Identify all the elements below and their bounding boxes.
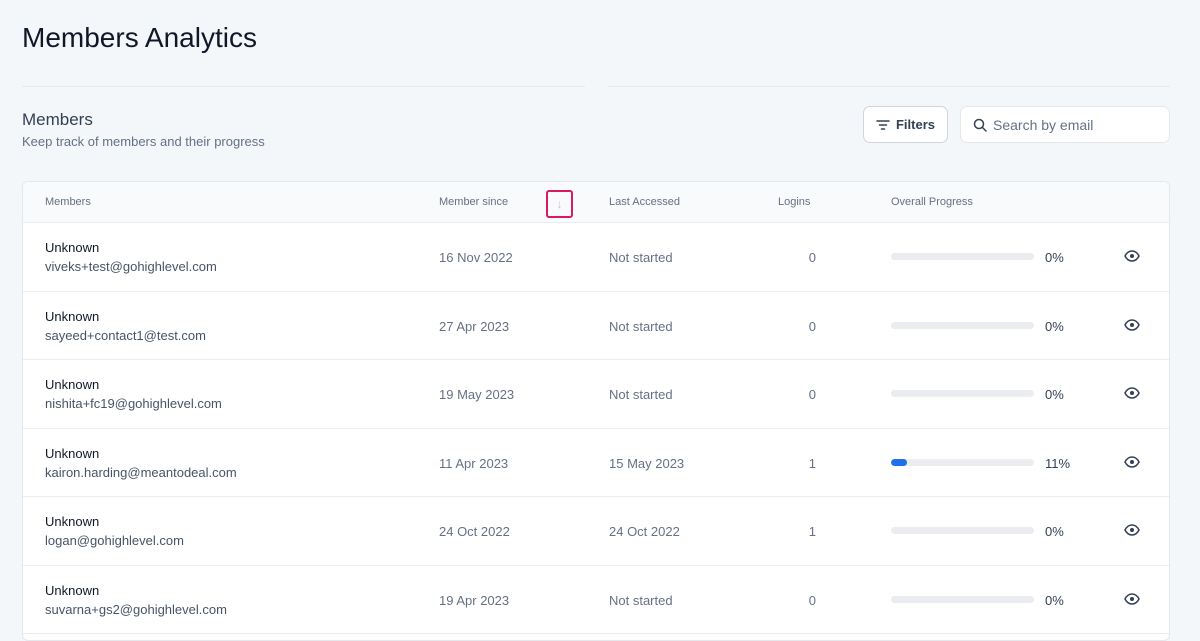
search-icon (973, 118, 987, 132)
column-header-progress: Overall Progress (891, 196, 973, 208)
filters-button[interactable]: Filters (863, 106, 948, 143)
progress-percent: 0% (1045, 592, 1064, 608)
table-header: Members Member since ↓ Last Accessed Log… (23, 182, 1169, 223)
member-email: viveks+test@gohighlevel.com (45, 259, 217, 274)
members-table: Members Member since ↓ Last Accessed Log… (22, 181, 1170, 641)
member-email: suvarna+gs2@gohighlevel.com (45, 601, 227, 617)
last-accessed: Not started (609, 592, 673, 608)
view-button[interactable] (1124, 455, 1140, 471)
member-email: kairon.harding@meantodeal.com (45, 464, 237, 480)
last-accessed: 15 May 2023 (609, 455, 685, 471)
progress-percent: 0% (1045, 318, 1064, 334)
column-header-logins: Logins (778, 196, 811, 208)
progress-bar (891, 321, 1034, 329)
progress-bar (891, 253, 1034, 260)
member-since: 24 Oct 2022 (439, 524, 510, 539)
eye-icon (1124, 318, 1140, 331)
filter-icon (876, 119, 890, 130)
progress-percent: 0% (1045, 250, 1064, 265)
column-header-last-accessed: Last Accessed (609, 196, 680, 208)
eye-icon (1124, 387, 1140, 399)
member-name: Unknown (45, 377, 100, 392)
progress-bar (891, 390, 1034, 397)
logins: 0 (808, 592, 816, 608)
table-row[interactable]: Unknown kairon.harding@meantodeal.com 11… (23, 429, 1169, 497)
logins: 0 (808, 387, 816, 402)
table-row[interactable]: Unknown viveks+test@gohighlevel.com 16 N… (23, 223, 1169, 292)
eye-icon (1124, 524, 1140, 536)
divider (608, 86, 1170, 87)
member-email: logan@gohighlevel.com (45, 533, 184, 548)
progress-percent: 0% (1045, 387, 1064, 402)
last-accessed: Not started (609, 250, 673, 265)
page-title: Members Analytics (22, 22, 257, 53)
column-header-members: Members (45, 196, 91, 208)
column-header-member-since[interactable]: Member since (439, 196, 509, 208)
eye-icon (1124, 250, 1140, 262)
member-name: Unknown (45, 514, 100, 529)
section-title: Members (22, 110, 93, 129)
progress-bar (891, 527, 1034, 534)
last-accessed: Not started (609, 318, 673, 334)
member-email: sayeed+contact1@test.com (45, 327, 206, 343)
eye-icon (1124, 455, 1140, 468)
logins: 1 (808, 524, 816, 539)
member-name: Unknown (45, 445, 100, 461)
last-accessed: 24 Oct 2022 (609, 524, 680, 539)
member-since: 19 May 2023 (439, 387, 515, 402)
view-button[interactable] (1124, 387, 1140, 402)
table-row[interactable]: Unknown sayeed+contact1@test.com 27 Apr … (23, 292, 1169, 360)
member-since: 16 Nov 2022 (439, 250, 513, 265)
progress-fill (891, 458, 907, 466)
view-button[interactable] (1124, 592, 1140, 608)
table-row[interactable]: Unknown nishita+fc19@gohighlevel.com 19 … (23, 360, 1169, 429)
member-email: nishita+fc19@gohighlevel.com (45, 396, 222, 411)
logins: 0 (808, 318, 816, 334)
progress-bar (891, 595, 1034, 603)
member-since: 19 Apr 2023 (439, 592, 510, 608)
divider (22, 86, 585, 87)
logins: 1 (808, 455, 816, 471)
view-button[interactable] (1124, 318, 1140, 334)
eye-icon (1124, 592, 1140, 605)
progress-bar (891, 458, 1034, 466)
member-name: Unknown (45, 240, 100, 255)
progress-percent: 0% (1045, 524, 1064, 539)
section-subtitle: Keep track of members and their progress (22, 134, 265, 149)
member-name: Unknown (45, 582, 100, 598)
table-row[interactable]: Unknown logan@gohighlevel.com 24 Oct 202… (23, 497, 1169, 566)
view-button[interactable] (1124, 250, 1140, 265)
logins: 0 (808, 250, 816, 265)
member-since: 11 Apr 2023 (439, 455, 509, 471)
member-name: Unknown (45, 308, 100, 324)
member-since: 27 Apr 2023 (439, 318, 510, 334)
search-field[interactable] (960, 106, 1170, 143)
sort-button[interactable]: ↓ (546, 190, 573, 218)
filters-label: Filters (895, 117, 935, 132)
view-button[interactable] (1124, 524, 1140, 539)
last-accessed: Not started (609, 387, 673, 402)
table-row[interactable]: Unknown suvarna+gs2@gohighlevel.com 19 A… (23, 566, 1169, 634)
progress-percent: 11% (1045, 455, 1071, 471)
arrow-down-icon: ↓ (556, 197, 563, 211)
search-input[interactable] (993, 116, 1163, 133)
